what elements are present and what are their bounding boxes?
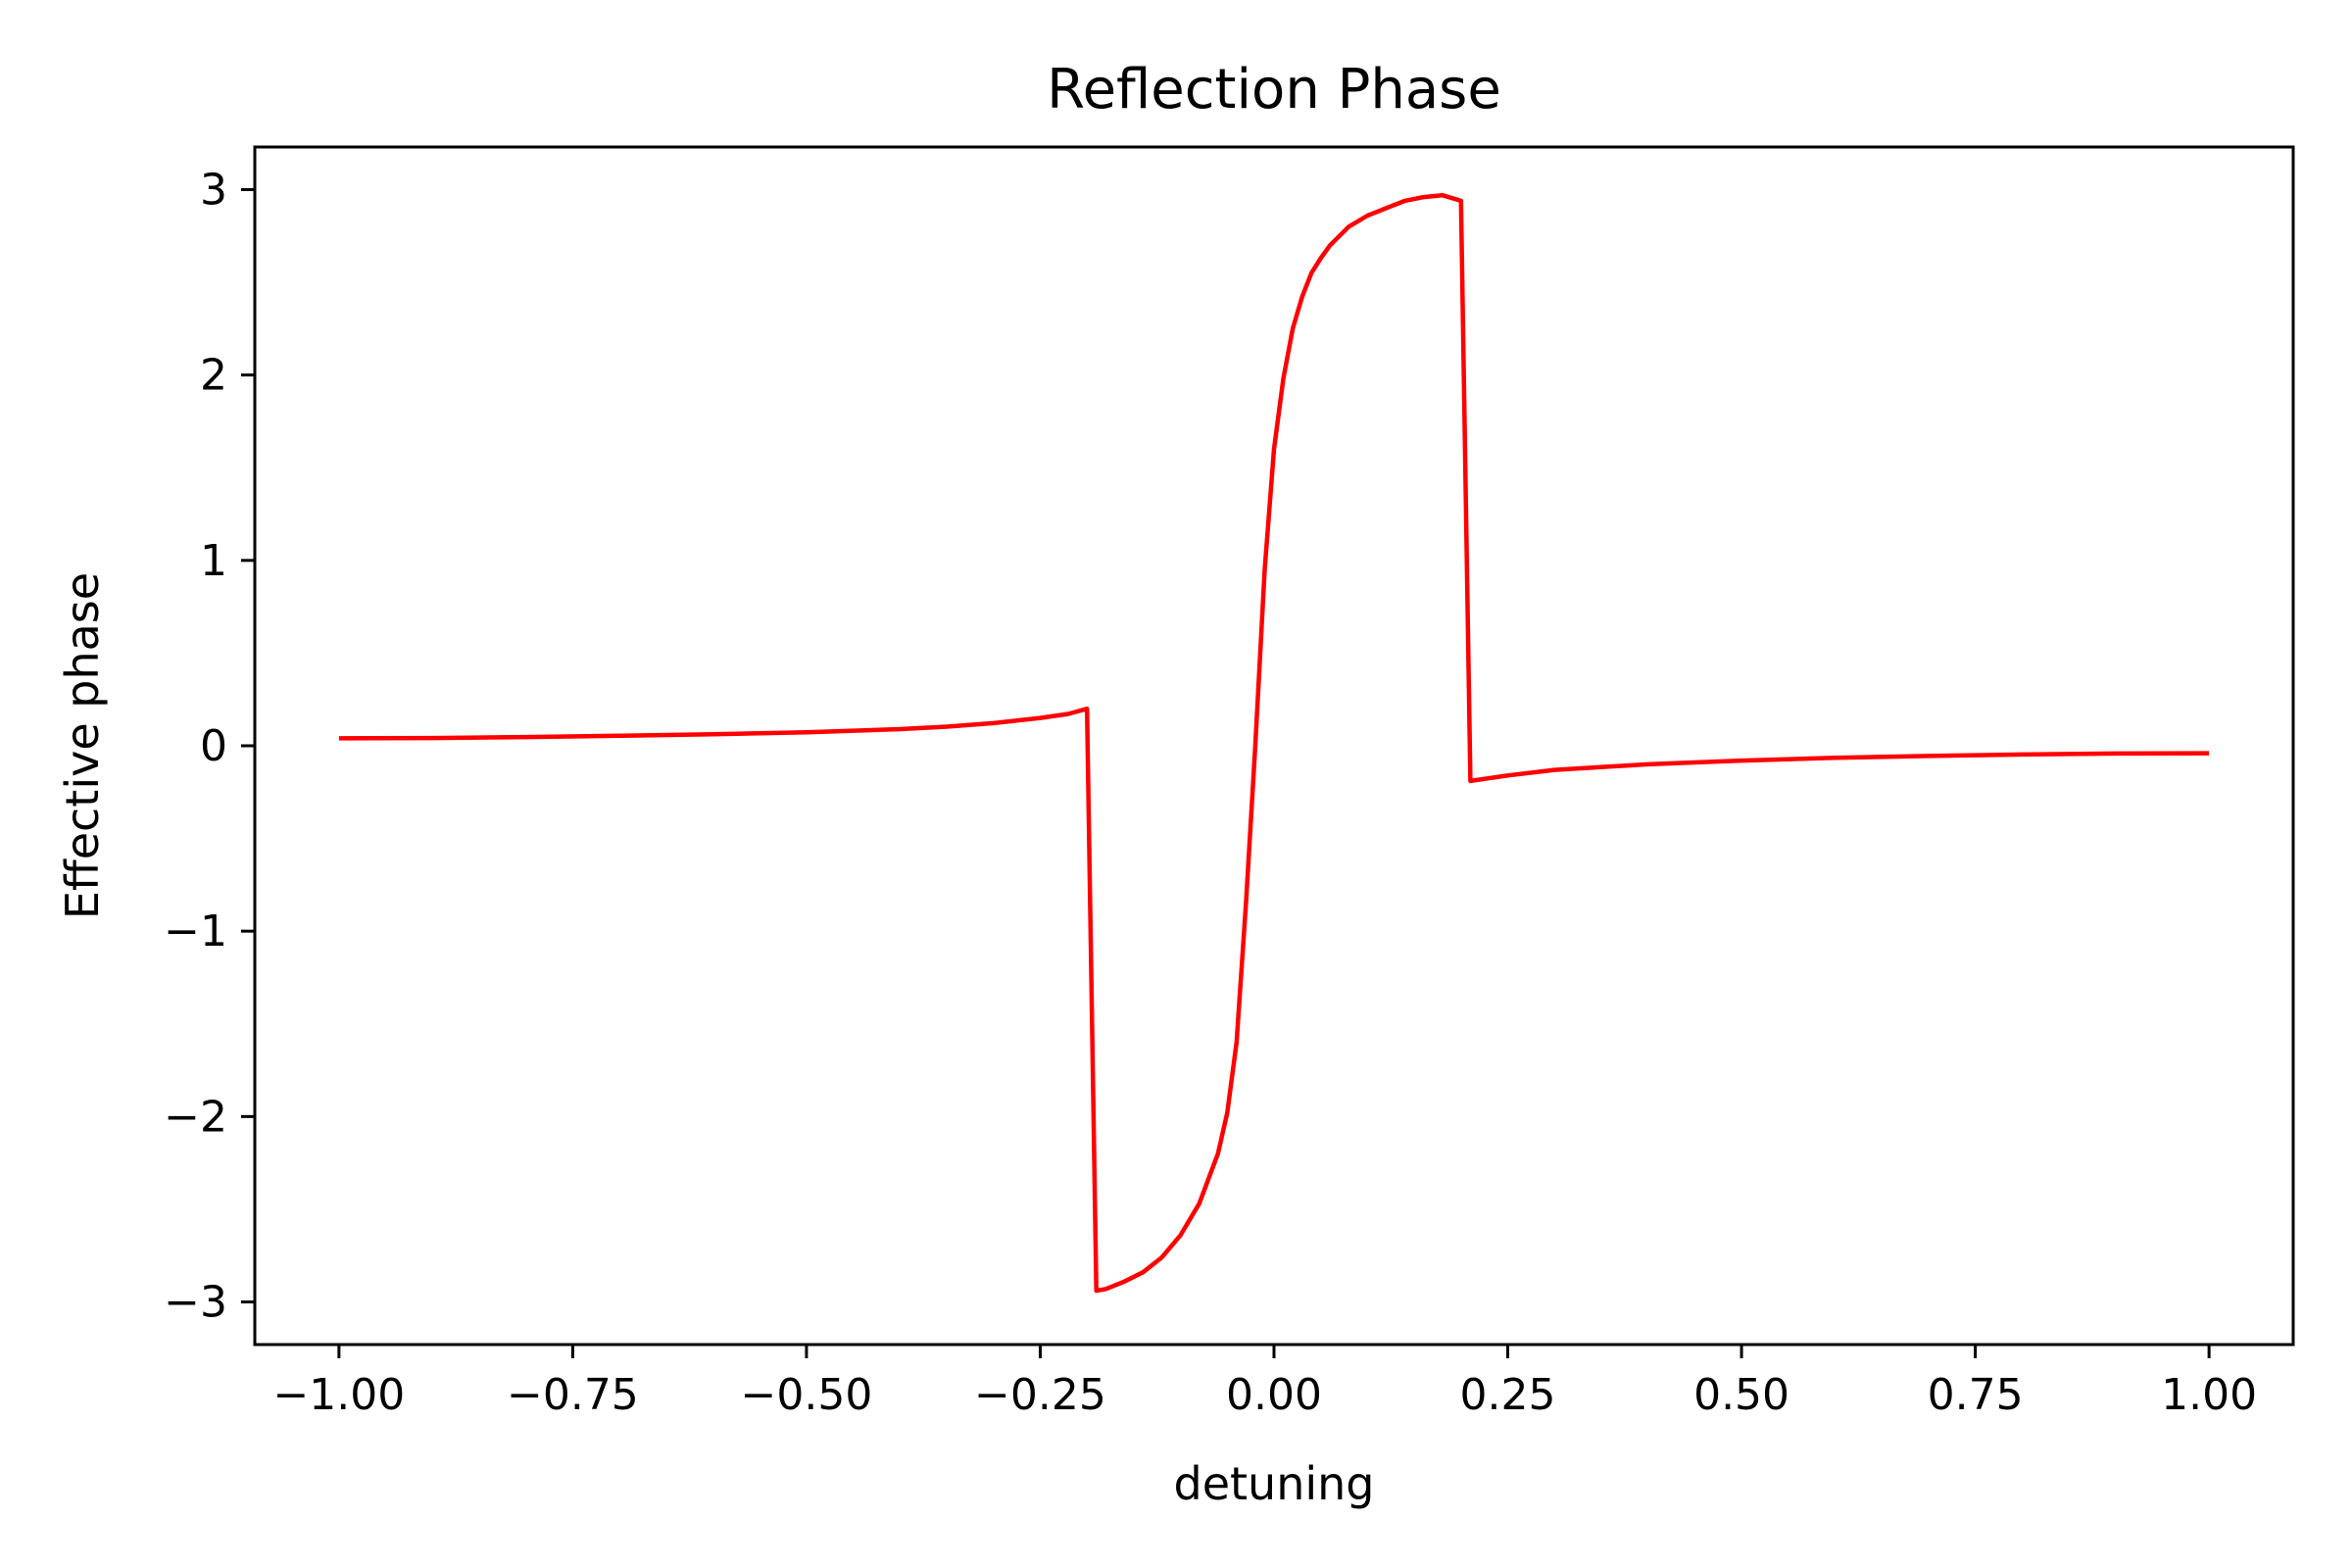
plot-area: −1.00 −0.75 −0.50 −0.25 0.00 0.25 0.50 0.75 1.00… <box>164 145 2295 1420</box>
x-tick-label: 0.75 <box>1928 1370 2024 1420</box>
series-layer <box>338 192 2210 1294</box>
x-axis: −1.00 −0.75 −0.50 −0.25 0.00 0.25 0.50 0.75 1.00 <box>272 1345 2257 1420</box>
y-tick-label: 3 <box>200 166 227 216</box>
y-tick-label: −3 <box>164 1277 227 1327</box>
x-tick-label: −0.50 <box>741 1370 873 1420</box>
y-tick-label: 0 <box>200 721 227 771</box>
plot-frame <box>253 145 2295 1347</box>
x-tick-label: 1.00 <box>2161 1370 2257 1420</box>
x-tick-label: −0.25 <box>974 1370 1106 1420</box>
y-axis: −3 −2 −1 0 1 2 3 <box>164 166 255 1327</box>
y-tick-label: −1 <box>164 906 227 956</box>
x-axis-label: detuning <box>1174 1457 1375 1510</box>
y-tick-label: −2 <box>164 1092 227 1142</box>
x-tick-label: −0.75 <box>507 1370 639 1420</box>
y-tick-label: 2 <box>200 351 227 401</box>
x-tick-label: 0.50 <box>1693 1370 1789 1420</box>
x-tick-label: 0.25 <box>1460 1370 1556 1420</box>
series-line <box>338 192 2210 1294</box>
chart-title: Reflection Phase <box>1047 58 1501 122</box>
y-tick-label: 1 <box>200 536 227 586</box>
x-tick-label: −1.00 <box>272 1370 405 1420</box>
y-axis-label: Effective phase <box>56 572 109 919</box>
x-tick-label: 0.00 <box>1226 1370 1322 1420</box>
